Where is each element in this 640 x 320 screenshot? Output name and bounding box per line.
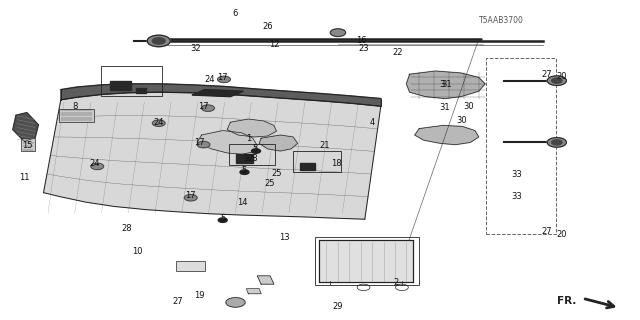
Text: 6: 6	[233, 9, 238, 18]
Text: 2: 2	[393, 278, 398, 287]
Text: 4: 4	[370, 118, 375, 127]
Text: 27: 27	[173, 297, 183, 306]
Polygon shape	[44, 92, 381, 219]
Text: 30: 30	[457, 116, 467, 124]
Text: 20: 20	[557, 230, 567, 239]
Text: 24: 24	[154, 118, 164, 127]
Text: 21: 21	[320, 141, 330, 150]
Circle shape	[330, 29, 346, 36]
Text: 27: 27	[542, 227, 552, 236]
Text: 27: 27	[542, 70, 552, 79]
Text: 11: 11	[19, 173, 29, 182]
Text: 5: 5	[252, 144, 257, 153]
Polygon shape	[110, 81, 131, 90]
Circle shape	[552, 140, 562, 145]
Polygon shape	[259, 135, 298, 151]
Polygon shape	[236, 154, 253, 163]
Polygon shape	[415, 125, 479, 145]
Circle shape	[226, 298, 245, 307]
Text: 23: 23	[358, 44, 369, 53]
Bar	[21, 138, 35, 151]
Polygon shape	[257, 276, 274, 284]
Polygon shape	[227, 119, 276, 137]
Text: 30: 30	[463, 102, 474, 111]
Text: 17: 17	[186, 191, 196, 200]
Text: 13: 13	[280, 233, 290, 242]
Text: 26: 26	[262, 22, 273, 31]
Text: 16: 16	[356, 36, 367, 45]
Polygon shape	[136, 88, 146, 93]
Bar	[486, 58, 556, 234]
Text: 12: 12	[269, 40, 279, 49]
Text: FR.: FR.	[557, 296, 576, 306]
Text: T5AAB3700: T5AAB3700	[479, 16, 524, 25]
Bar	[319, 240, 413, 282]
Bar	[293, 151, 341, 172]
Text: 17: 17	[195, 138, 205, 147]
Circle shape	[184, 195, 197, 201]
Polygon shape	[406, 71, 485, 99]
Circle shape	[152, 120, 165, 126]
Text: 24: 24	[205, 75, 215, 84]
Circle shape	[252, 149, 260, 153]
Polygon shape	[300, 163, 315, 170]
Circle shape	[552, 78, 562, 83]
Text: 17: 17	[218, 73, 228, 82]
Bar	[229, 144, 275, 165]
Text: 31: 31	[442, 80, 452, 89]
Text: 24: 24	[90, 159, 100, 168]
Text: 33: 33	[512, 170, 522, 179]
Polygon shape	[13, 113, 38, 141]
Text: 31: 31	[440, 103, 450, 112]
Text: 5: 5	[242, 166, 247, 175]
Text: 5: 5	[220, 214, 225, 223]
Text: 29: 29	[333, 302, 343, 311]
Text: 28: 28	[122, 224, 132, 233]
Circle shape	[91, 163, 104, 170]
Text: 17: 17	[198, 102, 209, 111]
Text: 18: 18	[331, 159, 341, 168]
Text: 9: 9	[244, 154, 249, 163]
Polygon shape	[61, 84, 381, 106]
Bar	[59, 109, 94, 122]
Bar	[101, 66, 162, 96]
Bar	[315, 237, 419, 285]
Text: 25: 25	[265, 179, 275, 188]
Circle shape	[197, 141, 210, 148]
Text: 32: 32	[190, 44, 200, 53]
Circle shape	[152, 38, 165, 44]
Polygon shape	[246, 289, 261, 294]
Circle shape	[218, 218, 227, 222]
Circle shape	[547, 138, 566, 147]
Text: 28: 28	[248, 154, 258, 163]
Circle shape	[240, 170, 249, 174]
Bar	[176, 261, 205, 271]
Circle shape	[547, 76, 566, 85]
Text: 10: 10	[132, 247, 143, 256]
Text: 15: 15	[22, 141, 32, 150]
Text: 19: 19	[195, 291, 205, 300]
Text: 14: 14	[237, 198, 247, 207]
Text: 3: 3	[439, 80, 444, 89]
Circle shape	[147, 35, 170, 47]
Circle shape	[218, 76, 230, 83]
Polygon shape	[197, 131, 257, 154]
Text: 1: 1	[246, 134, 251, 143]
Text: 33: 33	[512, 192, 522, 201]
Text: 8: 8	[73, 102, 78, 111]
Text: 25: 25	[271, 169, 282, 178]
Text: 22: 22	[393, 48, 403, 57]
Text: 20: 20	[557, 72, 567, 81]
Polygon shape	[192, 90, 243, 97]
Circle shape	[202, 105, 214, 111]
